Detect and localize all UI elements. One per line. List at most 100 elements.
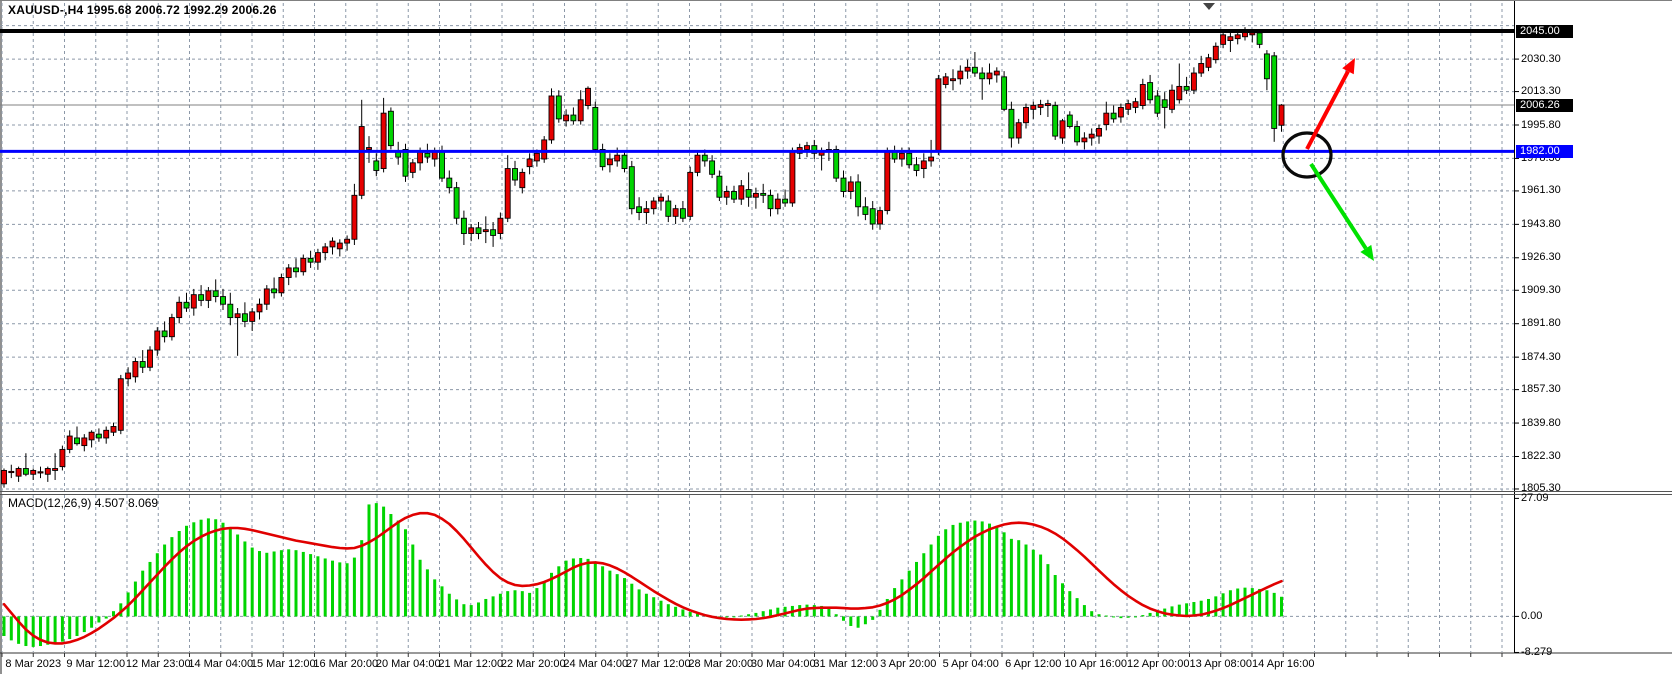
candle-body (1278, 104, 1285, 126)
candle-body (198, 294, 205, 301)
macd-histogram-bar (1090, 611, 1094, 617)
macd-histogram-bar (148, 561, 152, 617)
candle-body (1212, 45, 1219, 61)
candle-body (840, 177, 847, 192)
highlight-circle[interactable] (1281, 131, 1333, 179)
macd-histogram-bar (725, 616, 729, 618)
macd-histogram-bar (776, 607, 780, 617)
candle-body (22, 468, 29, 475)
macd-histogram-bar (396, 520, 400, 617)
candle-body (351, 194, 358, 240)
candle-body (1110, 112, 1117, 120)
candle-body (44, 468, 51, 475)
macd-histogram-bar (644, 593, 648, 617)
candle-body (577, 99, 584, 122)
price-axis-label: 1995.80 (1521, 118, 1561, 131)
candle-body (1, 469, 7, 485)
macd-histogram-bar (1112, 616, 1116, 618)
macd-histogram-bar (1075, 598, 1079, 617)
macd-histogram-bar (287, 549, 291, 617)
candle-body (95, 433, 102, 439)
candle-body (767, 194, 774, 210)
macd-histogram-bar (491, 596, 495, 617)
candle-body (877, 210, 883, 225)
candle-body (898, 152, 905, 160)
time-axis-label: 31 Mar 12:00 (813, 658, 879, 670)
candle-body (249, 311, 256, 322)
macd-histogram-bar (1177, 604, 1181, 617)
price-axis-label: 1891.80 (1521, 317, 1561, 330)
candle-body (1008, 108, 1015, 139)
macd-histogram-bar (958, 522, 962, 617)
price-axis-label: 2030.30 (1521, 52, 1561, 65)
time-axis-label: 21 Mar 12:00 (438, 658, 504, 670)
candle-body (1271, 55, 1278, 129)
macd-histogram-bar (988, 523, 991, 617)
macd-axis-label: -8.279 (1521, 645, 1553, 658)
macd-histogram-bar (236, 534, 240, 617)
macd-histogram-bar (1009, 538, 1013, 617)
macd-histogram-bar (1228, 590, 1232, 617)
bearish-arrow[interactable] (1309, 162, 1368, 250)
candle-body (285, 267, 292, 278)
macd-histogram-bar (2, 616, 6, 637)
candle-body (366, 147, 372, 150)
macd-histogram-bar (1280, 596, 1283, 617)
time-axis-label: 28 Mar 20:00 (688, 658, 754, 670)
candle-body (1169, 89, 1175, 110)
macd-histogram-bar (389, 514, 393, 617)
candle-body (672, 208, 679, 217)
bullish-arrow[interactable] (1305, 70, 1350, 150)
macd-histogram-bar (418, 559, 422, 617)
candle-body (293, 267, 299, 273)
candle-body (716, 175, 723, 198)
candle-body (694, 154, 701, 173)
candle-body (453, 187, 460, 219)
macd-histogram-bar (761, 611, 765, 617)
macd-histogram-bar (433, 579, 437, 617)
macd-histogram-bar (163, 544, 167, 617)
macd-signal-line (2, 511, 1283, 645)
price-axis-label: 1822.30 (1521, 449, 1561, 462)
candle-body (650, 200, 657, 210)
macd-histogram-bar (498, 593, 502, 617)
price-axis-label: 1857.30 (1521, 383, 1561, 396)
chart-shift-marker[interactable] (1203, 3, 1215, 10)
macd-histogram-bar (119, 603, 123, 617)
macd-histogram-bar (214, 519, 218, 617)
candle-body (606, 158, 613, 166)
time-axis-label: 27 Mar 12:00 (625, 658, 691, 670)
candle-body (176, 301, 183, 319)
candle-body (847, 181, 854, 192)
candle-body (1198, 63, 1205, 74)
candle-body (402, 149, 409, 177)
indicator-label: MACD(12,26,9) 4.507 8.069 (8, 496, 159, 510)
time-axis-label: 6 Apr 12:00 (1005, 658, 1062, 670)
candle-body (1088, 133, 1095, 139)
macd-histogram-bar (1192, 602, 1196, 617)
macd-histogram-bar (922, 553, 926, 617)
current-price-tag: 2006.26 (1516, 98, 1573, 112)
macd-histogram-bar (316, 556, 320, 617)
candle-body (1227, 36, 1234, 42)
candle-body (519, 171, 526, 189)
candle-body (234, 313, 241, 319)
candle-body (1183, 85, 1190, 91)
macd-histogram-bar (652, 597, 656, 617)
candle-body (789, 150, 796, 204)
macd-histogram-bar (856, 616, 860, 628)
candle-body (504, 168, 511, 219)
candle-body (1125, 103, 1132, 110)
candle-body (125, 372, 132, 380)
candle-body (103, 429, 110, 439)
macd-histogram-bar (1119, 616, 1123, 619)
macd-histogram-bar (82, 616, 86, 633)
candle-body (1139, 84, 1146, 106)
time-axis-label: 10 Apr 16:00 (1064, 658, 1127, 670)
candle-body (409, 162, 416, 173)
macd-histogram-bar (1155, 610, 1159, 617)
candle-body (862, 206, 869, 215)
candle-body (1001, 76, 1008, 110)
price-axis-label: 1943.80 (1521, 217, 1561, 230)
